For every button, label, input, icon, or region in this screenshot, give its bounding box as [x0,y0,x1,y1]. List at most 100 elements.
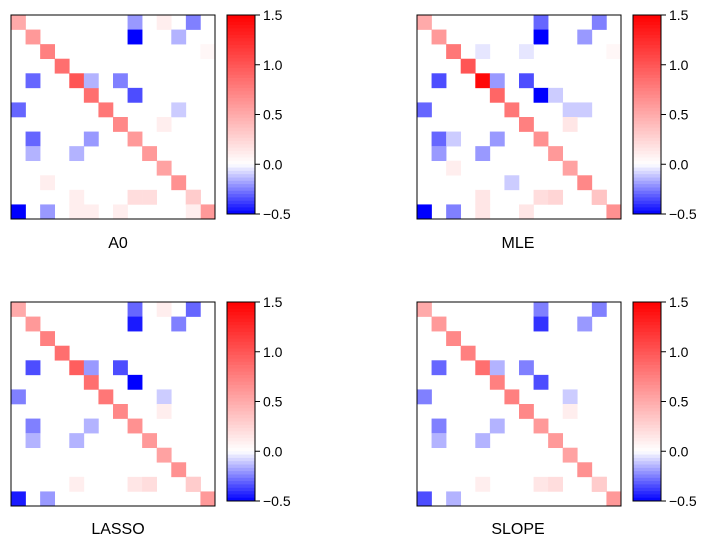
heatmap-cell [83,87,99,103]
heatmap-cell [113,360,128,376]
panel-a0: A0 1.5 1.0 0.5 0.0 −0.5 [10,7,291,252]
colorbar-swatch [227,124,255,129]
heatmap-cell [417,102,432,118]
colorbar-swatch [227,157,255,162]
colorbar-swatch [633,338,661,343]
heatmap-cell [446,491,462,507]
colorbar-swatch [227,418,255,422]
panel-title: LASSO [91,521,144,536]
heatmap-cell [431,29,447,45]
colorbar-tick-label: 1.5 [669,7,689,23]
colorbar-swatch [633,200,661,205]
colorbar-swatch [633,147,661,152]
heatmap-cell [11,204,26,220]
colorbar-swatch [227,174,255,178]
heatmap-cell [562,447,578,463]
colorbar-swatch [633,497,661,502]
colorbar-swatch [227,497,255,502]
heatmap-cell [40,44,56,60]
heatmap-cell [533,15,549,30]
colorbar-swatch [633,84,661,89]
heatmap-cell [519,73,534,89]
heatmap-cells [11,15,216,220]
heatmap-cell [127,316,143,332]
colorbar-tick-label: 0.5 [263,394,283,410]
heatmap-cell [11,491,26,507]
colorbar-swatch [227,311,255,316]
heatmap-cell [475,44,491,60]
colorbar-swatch [227,411,255,416]
heatmap-cell [548,476,564,492]
colorbar-swatch [227,38,255,42]
colorbar-tick-label: 1.5 [263,294,283,310]
colorbar-swatch [633,187,661,192]
colorbar-swatch [633,104,661,109]
colorbar-swatch [227,111,255,115]
colorbar-swatch [633,328,661,333]
colorbar-swatch [227,31,255,36]
colorbar-swatch [633,384,661,389]
colorbar-swatch [633,394,661,399]
heatmap-cell [156,160,172,176]
colorbar-tick-label: 1.0 [669,57,689,73]
colorbar-swatch [633,150,661,155]
colorbar-swatch [633,401,661,406]
colorbar-swatch [633,210,661,215]
colorbar-swatch [633,477,661,482]
heatmap-cell [25,146,41,162]
colorbar-swatch [633,348,661,353]
colorbar-swatch [227,137,255,142]
heatmap-cell [431,433,447,449]
colorbar-swatch [227,177,255,182]
heatmap-cell [431,418,447,434]
panel-title: MLE [502,235,535,252]
colorbar-swatch [227,170,255,175]
colorbar-swatch [633,351,661,356]
colorbar-swatch [227,404,255,409]
colorbar-swatch [633,54,661,59]
colorbar-swatch [227,474,255,479]
colorbar-swatch [227,28,255,32]
colorbar-swatch [227,447,255,452]
colorbar-swatch [227,200,255,205]
colorbar-swatch [227,471,255,475]
colorbar-swatch [633,170,661,175]
colorbar-swatch [633,341,661,346]
colorbar-swatch [227,64,255,69]
heatmap-cell [577,29,593,45]
heatmap-cell [83,204,99,220]
colorbar-swatch [633,355,661,359]
colorbar-swatch [633,434,661,439]
colorbar-swatch [227,147,255,152]
heatmap-cell [25,29,41,45]
heatmap-cell [98,389,114,405]
panel-title: SLOPE [491,521,544,536]
colorbar-swatch [227,365,255,369]
colorbar-tick-label: 0.0 [669,156,689,172]
colorbar-swatch [227,457,255,462]
heatmap-cell [562,160,578,176]
colorbar-swatch [227,305,255,310]
heatmap-cell [475,146,491,162]
heatmap-cell [83,131,99,147]
heatmap-cell [200,491,216,507]
heatmap-cell [562,389,578,405]
heatmap-cell [185,189,201,205]
heatmap-cell [40,175,56,191]
colorbar-swatch [633,381,661,386]
colorbar-swatch [633,44,661,49]
colorbar-swatch [633,58,661,62]
heatmap-cell [25,131,41,147]
colorbar-swatch [633,78,661,82]
heatmap-cell [562,404,578,419]
colorbar-swatch [227,321,255,326]
heatmap-cell [25,433,41,449]
heatmap-cell [417,389,432,405]
colorbar-swatch [633,437,661,442]
colorbar-swatch [633,101,661,105]
colorbar-swatch [227,408,255,412]
heatmap-cell [591,476,607,492]
heatmap-cell [533,87,549,103]
colorbar-swatch [227,58,255,62]
colorbar-swatch [227,467,255,472]
